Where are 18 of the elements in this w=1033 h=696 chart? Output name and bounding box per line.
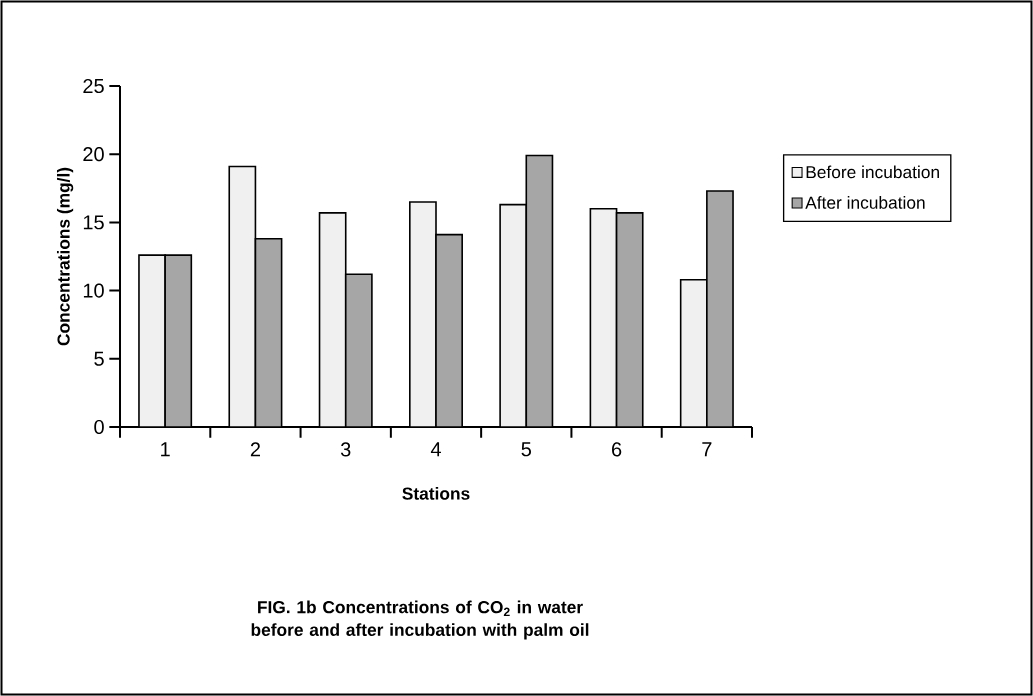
y-tick-label: 10 — [83, 283, 104, 298]
x-tick-label: 7 — [702, 442, 712, 457]
x-axis-title: Stations — [402, 487, 470, 500]
y-axis-title: Concentrations (mg/l) — [56, 167, 74, 346]
y-tick-label: 20 — [83, 147, 104, 162]
y-tick-label: 5 — [94, 351, 104, 366]
x-tick-label: 4 — [430, 442, 441, 457]
x-tick-label: 5 — [521, 442, 532, 457]
text: FIG. 1b Concentrations of CO$_{2}$ in water before and after incubation with palm oil — [251, 600, 589, 640]
y-tick-label: 15 — [83, 215, 104, 230]
legend-label: Before incubation — [806, 165, 939, 179]
legend-label: After incubation — [805, 196, 925, 209]
x-tick-label: 3 — [340, 442, 351, 457]
x-tick-label: 1 — [161, 442, 170, 457]
x-tick-label: 2 — [250, 442, 260, 457]
y-tick-label: 25 — [83, 78, 104, 94]
y-tick-label: 0 — [94, 419, 104, 435]
x-tick-label: 6 — [612, 442, 622, 457]
